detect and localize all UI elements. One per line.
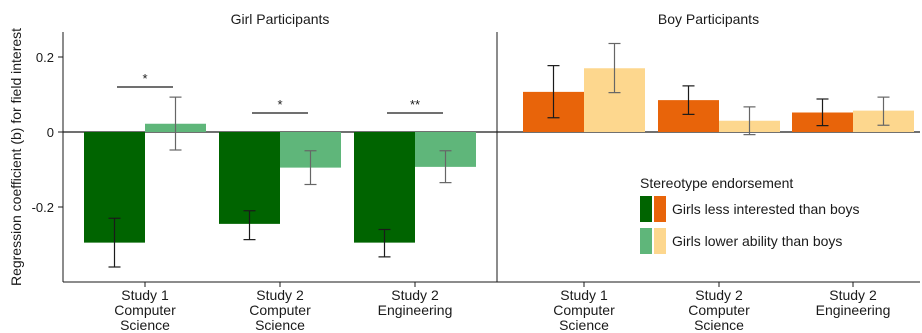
legend-swatch — [654, 228, 666, 254]
panel-title: Girl Participants — [231, 11, 330, 27]
x-tick-label: Science — [255, 317, 305, 333]
x-tick-label: Study 1 — [560, 287, 608, 303]
x-tick-label: Study 2 — [256, 287, 304, 303]
x-tick-label: Engineering — [378, 302, 453, 318]
x-tick-label: Science — [694, 317, 744, 333]
x-tick-label: Science — [559, 317, 609, 333]
legend-title: Stereotype endorsement — [640, 175, 793, 191]
legend-label: Girls less interested than boys — [672, 201, 860, 217]
bar — [354, 132, 415, 243]
x-tick-label: Study 2 — [695, 287, 743, 303]
y-axis-label: Regression coefficient (b) for field int… — [8, 28, 24, 286]
y-tick-label: 0 — [47, 125, 54, 140]
legend-swatch — [640, 228, 652, 254]
x-tick-label: Study 2 — [391, 287, 439, 303]
significance-label: * — [142, 71, 147, 86]
x-tick-label: Computer — [114, 302, 176, 318]
x-tick-label: Computer — [688, 302, 750, 318]
x-tick-label: Computer — [249, 302, 311, 318]
legend-swatch — [640, 196, 652, 222]
panel-title: Boy Participants — [658, 11, 759, 27]
x-tick-label: Engineering — [816, 302, 891, 318]
x-tick-label: Science — [120, 317, 170, 333]
x-tick-label: Computer — [553, 302, 615, 318]
legend-swatch — [654, 196, 666, 222]
x-tick-label: Study 2 — [829, 287, 877, 303]
bar — [219, 132, 280, 224]
legend-label: Girls lower ability than boys — [672, 233, 842, 249]
y-tick-label: 0.2 — [36, 50, 54, 65]
significance-label: ** — [410, 97, 420, 112]
x-tick-label: Study 1 — [121, 287, 169, 303]
y-tick-label: -0.2 — [32, 200, 54, 215]
significance-label: * — [277, 97, 282, 112]
